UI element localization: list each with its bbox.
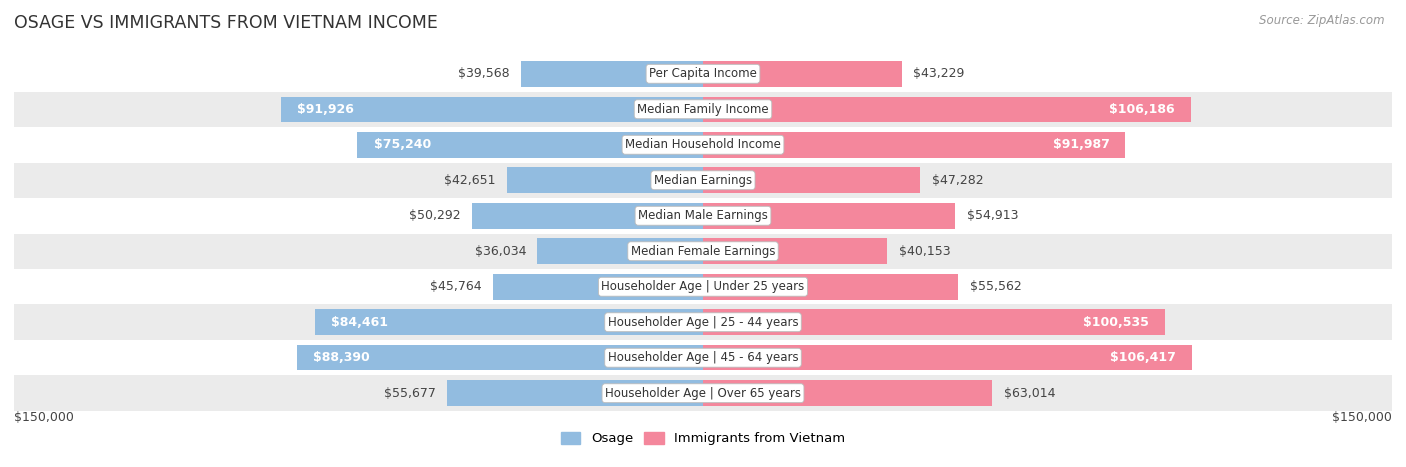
Bar: [14, 375, 1392, 411]
Text: Median Male Earnings: Median Male Earnings: [638, 209, 768, 222]
Text: $106,417: $106,417: [1109, 351, 1175, 364]
Text: $47,282: $47,282: [932, 174, 983, 187]
Bar: [357, 132, 703, 157]
Text: $91,926: $91,926: [297, 103, 354, 116]
Text: Median Earnings: Median Earnings: [654, 174, 752, 187]
Bar: [703, 61, 901, 86]
Text: $54,913: $54,913: [967, 209, 1018, 222]
Text: $50,292: $50,292: [409, 209, 461, 222]
Text: $150,000: $150,000: [14, 411, 75, 424]
Text: Householder Age | Over 65 years: Householder Age | Over 65 years: [605, 387, 801, 400]
Text: $43,229: $43,229: [912, 67, 965, 80]
Text: $42,651: $42,651: [444, 174, 496, 187]
Bar: [703, 274, 959, 299]
Bar: [14, 127, 1392, 163]
Text: $75,240: $75,240: [374, 138, 430, 151]
Text: OSAGE VS IMMIGRANTS FROM VIETNAM INCOME: OSAGE VS IMMIGRANTS FROM VIETNAM INCOME: [14, 14, 437, 32]
Bar: [703, 381, 993, 406]
Bar: [281, 97, 703, 122]
Bar: [14, 234, 1392, 269]
Text: Householder Age | Under 25 years: Householder Age | Under 25 years: [602, 280, 804, 293]
Text: Median Household Income: Median Household Income: [626, 138, 780, 151]
Text: Median Female Earnings: Median Female Earnings: [631, 245, 775, 258]
Bar: [14, 198, 1392, 234]
Text: Source: ZipAtlas.com: Source: ZipAtlas.com: [1260, 14, 1385, 27]
Bar: [703, 97, 1191, 122]
Text: $55,677: $55,677: [384, 387, 436, 400]
Bar: [14, 92, 1392, 127]
Text: Householder Age | 45 - 64 years: Householder Age | 45 - 64 years: [607, 351, 799, 364]
Text: $106,186: $106,186: [1109, 103, 1174, 116]
Bar: [14, 163, 1392, 198]
Text: $39,568: $39,568: [458, 67, 510, 80]
Bar: [494, 274, 703, 299]
Text: $84,461: $84,461: [332, 316, 388, 329]
Bar: [315, 310, 703, 335]
Bar: [703, 345, 1192, 370]
Bar: [703, 239, 887, 264]
Text: $63,014: $63,014: [1004, 387, 1056, 400]
Text: $150,000: $150,000: [1331, 411, 1392, 424]
Bar: [703, 203, 955, 228]
Text: Median Family Income: Median Family Income: [637, 103, 769, 116]
Text: $36,034: $36,034: [474, 245, 526, 258]
Bar: [703, 132, 1125, 157]
Legend: Osage, Immigrants from Vietnam: Osage, Immigrants from Vietnam: [555, 426, 851, 451]
Bar: [508, 168, 703, 193]
Bar: [14, 304, 1392, 340]
Bar: [297, 345, 703, 370]
Text: $100,535: $100,535: [1083, 316, 1149, 329]
Bar: [537, 239, 703, 264]
Text: $55,562: $55,562: [970, 280, 1021, 293]
Bar: [447, 381, 703, 406]
Text: $40,153: $40,153: [898, 245, 950, 258]
Bar: [14, 56, 1392, 92]
Bar: [14, 340, 1392, 375]
Text: Householder Age | 25 - 44 years: Householder Age | 25 - 44 years: [607, 316, 799, 329]
Bar: [14, 269, 1392, 304]
Text: $88,390: $88,390: [314, 351, 370, 364]
Text: $45,764: $45,764: [430, 280, 481, 293]
Text: $91,987: $91,987: [1053, 138, 1109, 151]
Text: Per Capita Income: Per Capita Income: [650, 67, 756, 80]
Bar: [472, 203, 703, 228]
Bar: [522, 61, 703, 86]
Bar: [703, 310, 1164, 335]
Bar: [703, 168, 920, 193]
